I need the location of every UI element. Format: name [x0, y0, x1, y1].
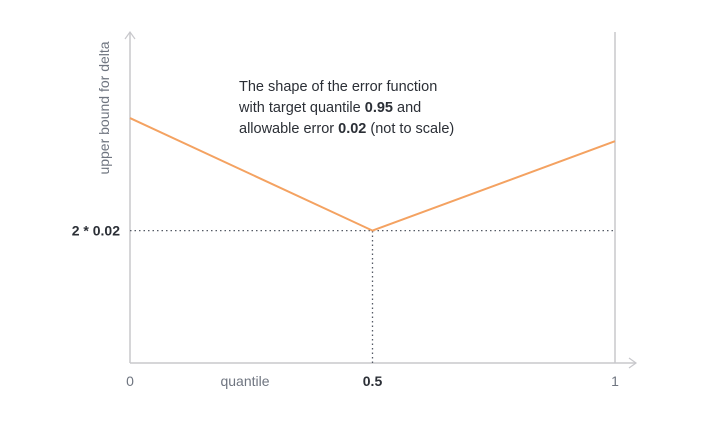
annotation-text: allowable error — [239, 121, 338, 137]
x-tick-label: 1 — [611, 373, 619, 389]
annotation-line-3: allowable error 0.02 (not to scale) — [239, 121, 454, 137]
annotation-value: 0.95 — [365, 100, 393, 116]
error-function-line — [129, 117, 616, 232]
x-tick-label: 0 — [126, 373, 134, 389]
annotation-line-2: with target quantile 0.95 and — [238, 100, 421, 116]
x-axis-label: quantile — [220, 373, 269, 389]
y-axis-label: upper bound for delta — [96, 41, 112, 174]
annotation-text: with target quantile — [238, 100, 365, 116]
annotation-line-1: The shape of the error function — [239, 79, 437, 95]
y-tick-label: 2 * 0.02 — [72, 223, 120, 239]
x-tick-label: 0.5 — [363, 373, 383, 389]
annotation-text: (not to scale) — [366, 121, 454, 137]
chart-annotation: The shape of the error function with tar… — [238, 79, 454, 137]
y-axis-arrow — [124, 30, 136, 40]
annotation-value: 0.02 — [338, 121, 366, 137]
series-layer — [129, 117, 616, 232]
axes — [124, 30, 638, 369]
tick-labels: 0 0.5 1 2 * 0.02 — [72, 223, 619, 389]
x-axis-arrow — [628, 357, 638, 369]
guide-lines — [130, 229, 615, 363]
annotation-text: and — [393, 100, 421, 116]
annotation-text: The shape of the error function — [239, 79, 437, 95]
